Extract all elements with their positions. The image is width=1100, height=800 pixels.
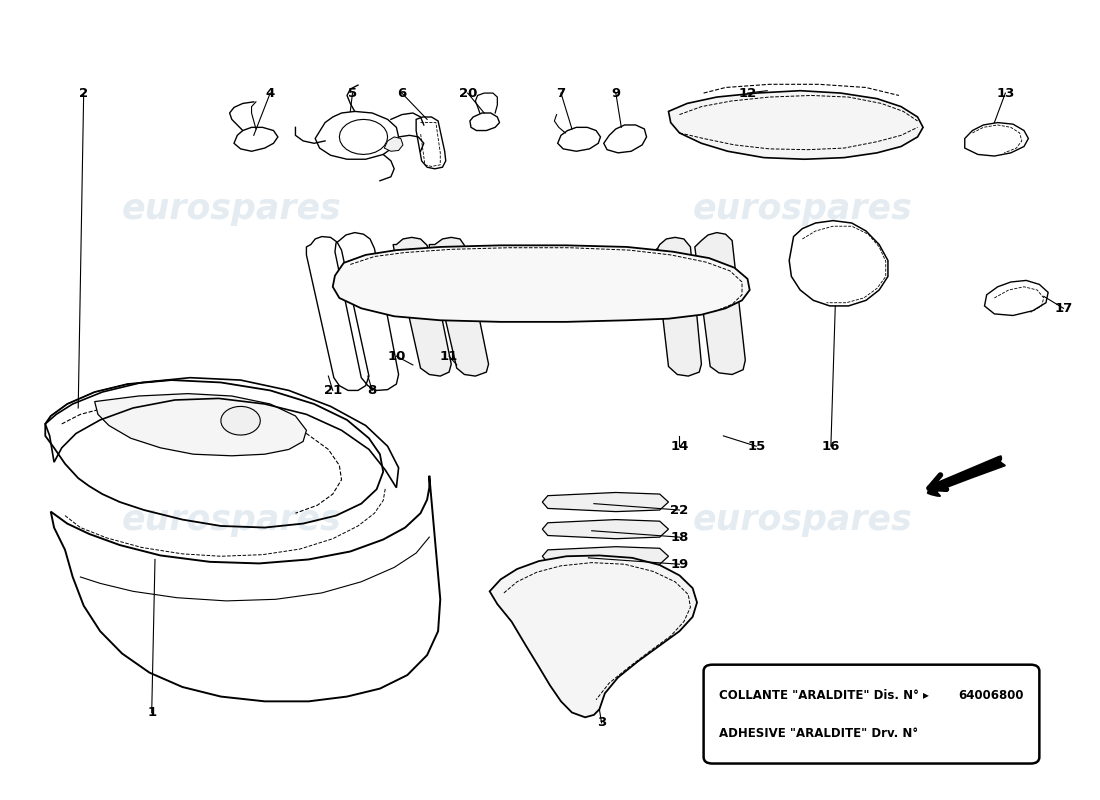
Text: COLLANTE "ARALDITE" Dis. N° ▸: COLLANTE "ARALDITE" Dis. N° ▸ bbox=[719, 689, 928, 702]
Polygon shape bbox=[542, 546, 669, 566]
Text: 9: 9 bbox=[612, 86, 620, 99]
Text: 6: 6 bbox=[397, 86, 407, 99]
Polygon shape bbox=[221, 406, 261, 435]
Text: 11: 11 bbox=[440, 350, 459, 362]
Polygon shape bbox=[669, 90, 923, 159]
Text: 7: 7 bbox=[557, 86, 565, 99]
Polygon shape bbox=[429, 238, 488, 376]
Text: eurospares: eurospares bbox=[122, 192, 342, 226]
Text: 2: 2 bbox=[79, 86, 88, 99]
Polygon shape bbox=[542, 493, 669, 512]
Polygon shape bbox=[490, 555, 697, 718]
Polygon shape bbox=[656, 238, 702, 376]
Text: eurospares: eurospares bbox=[122, 502, 342, 537]
Polygon shape bbox=[393, 238, 451, 376]
Text: 10: 10 bbox=[387, 350, 406, 362]
Text: 16: 16 bbox=[822, 440, 840, 453]
Text: 12: 12 bbox=[738, 86, 757, 99]
Text: 3: 3 bbox=[597, 716, 606, 730]
Text: 64006800: 64006800 bbox=[958, 689, 1024, 702]
Text: 15: 15 bbox=[747, 440, 766, 453]
Text: 5: 5 bbox=[348, 86, 358, 99]
Text: 21: 21 bbox=[323, 384, 342, 397]
Text: ADHESIVE "ARALDITE" Drv. N°: ADHESIVE "ARALDITE" Drv. N° bbox=[719, 726, 918, 739]
Text: 1: 1 bbox=[147, 706, 156, 719]
Text: 4: 4 bbox=[265, 86, 275, 99]
Text: 13: 13 bbox=[997, 86, 1014, 99]
Polygon shape bbox=[384, 137, 403, 151]
Polygon shape bbox=[542, 519, 669, 538]
Text: eurospares: eurospares bbox=[693, 502, 912, 537]
Polygon shape bbox=[695, 233, 746, 374]
Text: 8: 8 bbox=[367, 384, 377, 397]
FancyBboxPatch shape bbox=[704, 665, 1040, 763]
Text: 18: 18 bbox=[670, 530, 689, 544]
Text: 20: 20 bbox=[459, 86, 477, 99]
Polygon shape bbox=[339, 119, 387, 154]
Text: 17: 17 bbox=[1055, 302, 1072, 315]
Text: eurospares: eurospares bbox=[693, 192, 912, 226]
Polygon shape bbox=[332, 246, 750, 322]
Text: 22: 22 bbox=[670, 503, 689, 517]
Polygon shape bbox=[95, 394, 307, 456]
Text: 14: 14 bbox=[670, 440, 689, 453]
Text: 19: 19 bbox=[670, 558, 689, 570]
